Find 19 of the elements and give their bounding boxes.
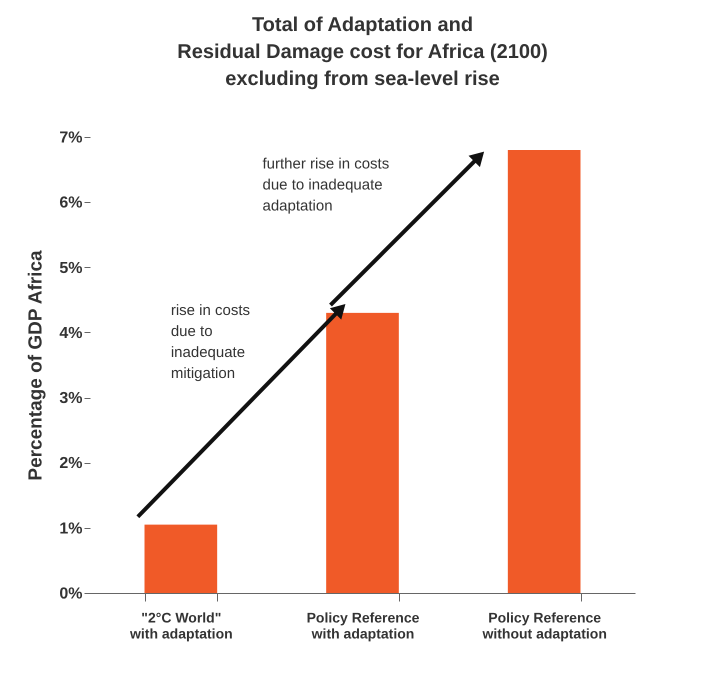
text: Residual Damage cost for Africa (2100) [177,41,548,63]
x-tick-label: Policy Reference with adaptation [306,610,420,642]
y-tick-label: 7% [59,130,82,146]
y-tick-label: 0% [59,586,82,602]
annotation: further rise in costs due to inadequate adaptation [262,156,390,215]
x-tick-label: Policy Reference without adaptation [481,610,607,642]
y-tick-label: 2% [59,455,82,472]
y-tick-label: 6% [59,194,82,212]
bar [508,150,580,593]
x-tick-label: "2°C World" with adaptation [128,610,233,642]
text: excluding from sea-level rise [225,68,500,90]
y-tick-label: 4% [59,324,82,342]
y-tick-label: 5% [59,260,82,277]
y-tick-label: 3% [59,390,82,408]
annotation: rise in costs due to inadequate mitigation [170,302,250,382]
text: Total of Adaptation and [252,14,474,36]
y-tick-label: 1% [59,520,82,538]
bar [144,524,218,593]
y-axis-title: Percentage of GDP Africa [25,250,46,481]
